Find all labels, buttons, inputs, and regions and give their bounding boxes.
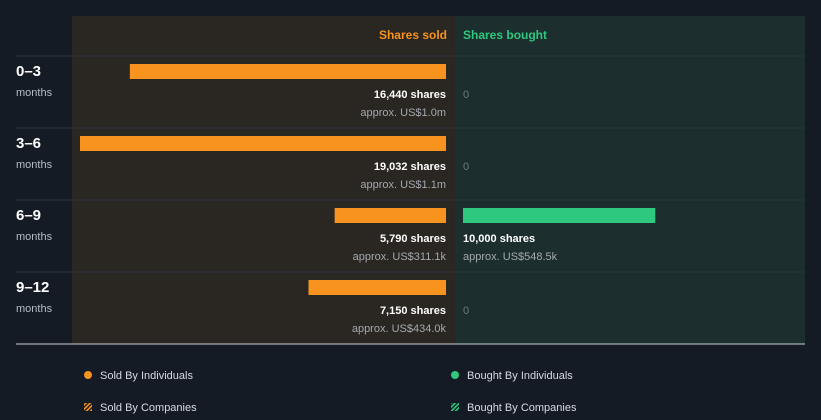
legend-swatch-dot — [451, 371, 459, 379]
legend-label: Bought By Companies — [467, 402, 577, 414]
sold-shares-label: 16,440 shares — [374, 89, 446, 101]
bought-panel-bg — [455, 16, 805, 344]
period-sublabel: months — [16, 303, 53, 315]
bought-value-label: approx. US$548.5k — [463, 251, 558, 263]
sold-shares-label: 19,032 shares — [374, 161, 446, 173]
legend-swatch-dot — [84, 371, 92, 379]
legend-label: Sold By Individuals — [100, 370, 193, 382]
sold-value-label: approx. US$1.0m — [360, 107, 446, 119]
legend-label: Sold By Companies — [100, 402, 197, 414]
bought-shares-label: 0 — [463, 305, 469, 317]
sold-shares-label: 5,790 shares — [380, 233, 446, 245]
bought-shares-label: 0 — [463, 161, 469, 173]
bought-bar — [463, 208, 656, 223]
sold-bar — [334, 208, 446, 223]
period-sublabel: months — [16, 159, 53, 171]
period-sublabel: months — [16, 87, 53, 99]
period-label: 3–6 — [16, 135, 41, 152]
legend-swatch-hatch — [84, 403, 92, 411]
sold-value-label: approx. US$1.1m — [360, 179, 446, 191]
header-shares-bought: Shares bought — [463, 28, 547, 42]
period-sublabel: months — [16, 231, 53, 243]
legend-swatch-hatch — [451, 403, 459, 411]
header-shares-sold: Shares sold — [379, 28, 447, 42]
sold-bar — [129, 64, 446, 79]
sold-value-label: approx. US$311.1k — [353, 251, 447, 263]
sold-bar — [80, 136, 446, 151]
period-label: 6–9 — [16, 207, 41, 224]
bought-shares-label: 0 — [463, 89, 469, 101]
period-label: 9–12 — [16, 279, 49, 296]
bought-shares-label: 10,000 shares — [463, 233, 535, 245]
sold-shares-label: 7,150 shares — [380, 305, 446, 317]
period-label: 0–3 — [16, 63, 41, 80]
legend-label: Bought By Individuals — [467, 370, 573, 382]
sold-value-label: approx. US$434.0k — [352, 323, 447, 335]
sold-bar — [308, 280, 446, 295]
